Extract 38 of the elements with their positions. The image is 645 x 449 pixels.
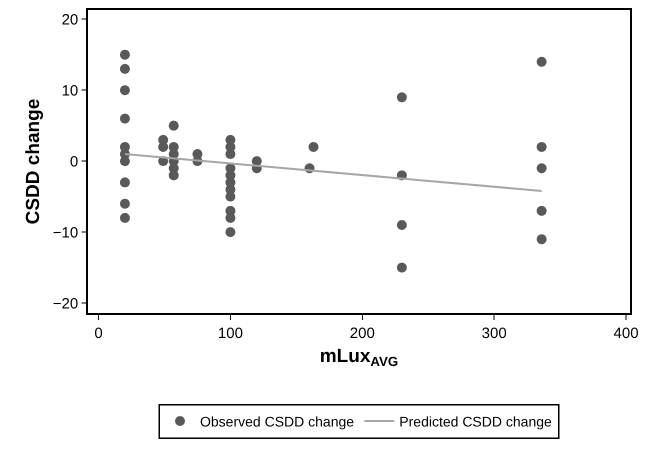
- y-tick-label: 10: [62, 82, 78, 100]
- y-tick-label: −20: [52, 295, 78, 312]
- point: [225, 212, 236, 223]
- point: [536, 142, 547, 152]
- point: [120, 50, 130, 60]
- point: [396, 262, 407, 273]
- point: [120, 198, 130, 209]
- point: [308, 142, 318, 152]
- point: [396, 220, 407, 230]
- point: [120, 64, 130, 74]
- point: [225, 149, 236, 160]
- point: [120, 156, 130, 166]
- x-tick-label: 0: [94, 324, 103, 342]
- y-tick-label: 20: [62, 11, 78, 28]
- point: [536, 56, 547, 67]
- point: [536, 206, 547, 216]
- legend-label: Observed CSDD change: [200, 413, 354, 430]
- point: [158, 142, 168, 152]
- point: [120, 177, 130, 188]
- legend-label: Predicted CSDD change: [399, 413, 552, 430]
- point: [120, 114, 130, 124]
- x-tick-label: 100: [218, 324, 243, 342]
- y-tick-label: −10: [52, 224, 78, 242]
- point: [536, 163, 547, 174]
- point: [120, 85, 130, 96]
- y-axis-title: CSDD change: [23, 98, 44, 224]
- x-axis-title: mLux$_{AVG}$: [320, 346, 398, 370]
- x-tick-label: 400: [614, 324, 639, 342]
- point: [120, 212, 130, 223]
- y-tick-label: 0: [70, 153, 78, 170]
- x-tick-label: 200: [350, 324, 375, 342]
- point: [225, 227, 236, 238]
- point: [396, 92, 407, 102]
- point: [225, 192, 236, 202]
- point: [168, 120, 179, 131]
- x-tick-label: 300: [482, 324, 507, 342]
- point: [168, 170, 179, 180]
- point: [536, 234, 547, 244]
